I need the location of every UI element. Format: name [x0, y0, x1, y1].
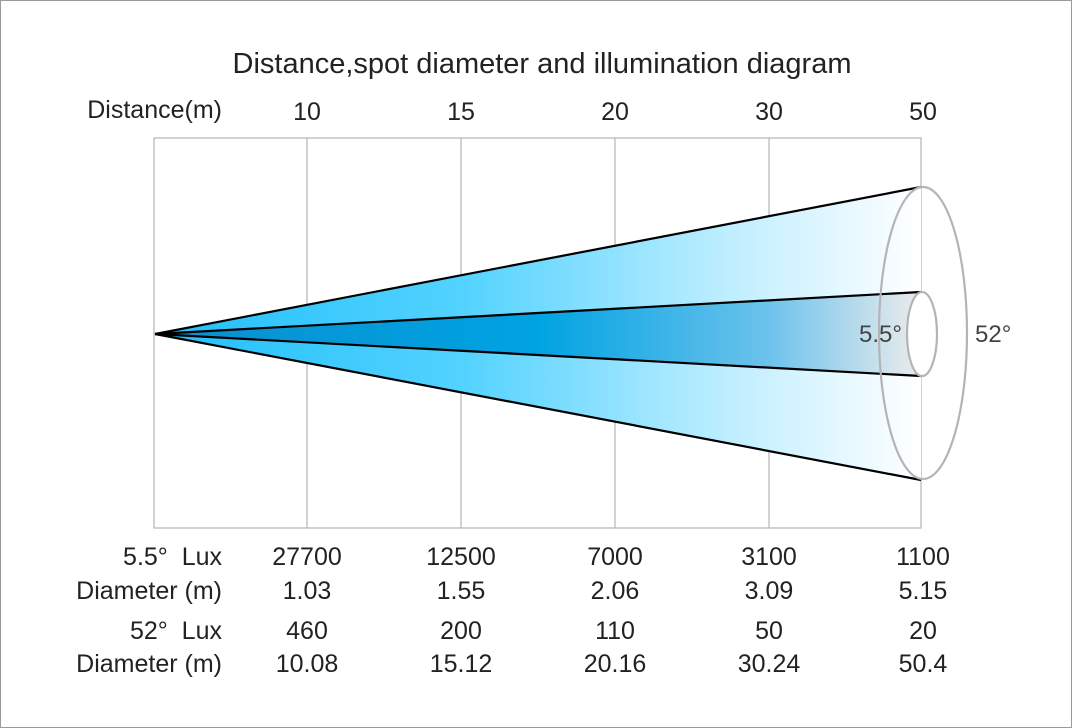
table-cell: 27700 — [272, 543, 342, 571]
table-cell: 7000 — [587, 543, 643, 571]
table-cell: 20.16 — [584, 650, 647, 678]
distance-label: Distance(m) — [87, 96, 222, 124]
table-cell: 110 — [595, 617, 635, 645]
table-cell: 10.08 — [276, 650, 339, 678]
distance-value-3: 20 — [601, 98, 629, 126]
distance-value-2: 15 — [447, 98, 475, 126]
row-label-1: 5.5° Lux — [123, 543, 222, 571]
table-cell: 50 — [755, 617, 783, 645]
diagram-title: Distance,spot diameter and illumination … — [233, 48, 852, 80]
narrow-angle-label: 5.5° — [859, 321, 902, 348]
table-cell: 30.24 — [738, 650, 801, 678]
distance-value-5: 50 — [909, 98, 937, 126]
table-cell: 1.03 — [283, 577, 332, 605]
wide-angle-label: 52° — [975, 321, 1011, 348]
wide-beam-upper-edge — [154, 185, 922, 336]
narrow-beam-upper-edge — [154, 290, 922, 336]
table-cell: 15.12 — [430, 650, 493, 678]
row-label-2: Diameter (m) — [76, 577, 222, 605]
narrow-beam-ellipse — [905, 290, 939, 378]
row-label-3: 52° Lux — [130, 617, 223, 645]
distance-value-4: 30 — [755, 98, 783, 126]
wide-beam-ellipse — [877, 185, 969, 481]
table-cell: 1.55 — [437, 577, 486, 605]
table-cell: 12500 — [426, 543, 496, 571]
table-cell: 460 — [286, 617, 328, 645]
table-cell: 2.06 — [591, 577, 640, 605]
table-cell: 5.15 — [899, 577, 948, 605]
narrow-beam-lower-edge — [154, 332, 922, 378]
narrow-beam-cone — [155, 292, 921, 376]
table-cell: 50.4 — [899, 650, 948, 678]
table-cell: 1100 — [896, 543, 950, 571]
table-cell: 20 — [909, 617, 937, 645]
table-cell: 3100 — [741, 543, 797, 571]
row-label-4: Diameter (m) — [76, 650, 222, 678]
distance-value-1: 10 — [293, 98, 321, 126]
table-cell: 3.09 — [745, 577, 794, 605]
wide-beam-lower-edge — [154, 332, 922, 482]
table-cell: 200 — [440, 617, 482, 645]
